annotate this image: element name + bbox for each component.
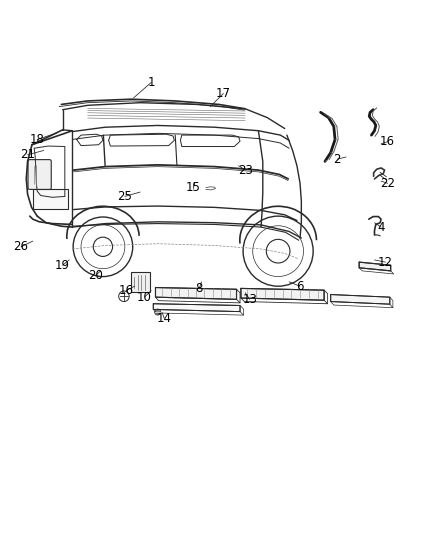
Polygon shape	[331, 295, 390, 304]
Text: 19: 19	[55, 259, 70, 272]
FancyBboxPatch shape	[28, 159, 51, 189]
Text: 16: 16	[380, 135, 395, 148]
Polygon shape	[153, 304, 240, 312]
FancyBboxPatch shape	[33, 189, 68, 209]
Text: 23: 23	[238, 164, 253, 176]
Text: 26: 26	[14, 240, 28, 253]
Text: 10: 10	[137, 290, 152, 304]
Circle shape	[155, 309, 161, 315]
Text: 12: 12	[378, 256, 393, 269]
Text: 13: 13	[242, 293, 257, 306]
Text: 14: 14	[157, 312, 172, 325]
Text: 6: 6	[296, 280, 304, 293]
Text: 21: 21	[20, 148, 35, 161]
Text: 1: 1	[147, 76, 155, 89]
Text: 16: 16	[119, 284, 134, 297]
Polygon shape	[359, 262, 391, 271]
FancyBboxPatch shape	[131, 272, 150, 292]
Text: 4: 4	[377, 221, 385, 233]
Text: 2: 2	[333, 152, 341, 166]
Polygon shape	[155, 287, 237, 300]
Text: 15: 15	[185, 181, 200, 194]
Text: 18: 18	[30, 133, 45, 146]
Polygon shape	[241, 288, 324, 300]
Text: 25: 25	[117, 190, 132, 203]
Text: 20: 20	[88, 269, 103, 282]
Text: 8: 8	[196, 282, 203, 295]
Text: 17: 17	[216, 87, 231, 100]
Text: 22: 22	[380, 177, 395, 190]
